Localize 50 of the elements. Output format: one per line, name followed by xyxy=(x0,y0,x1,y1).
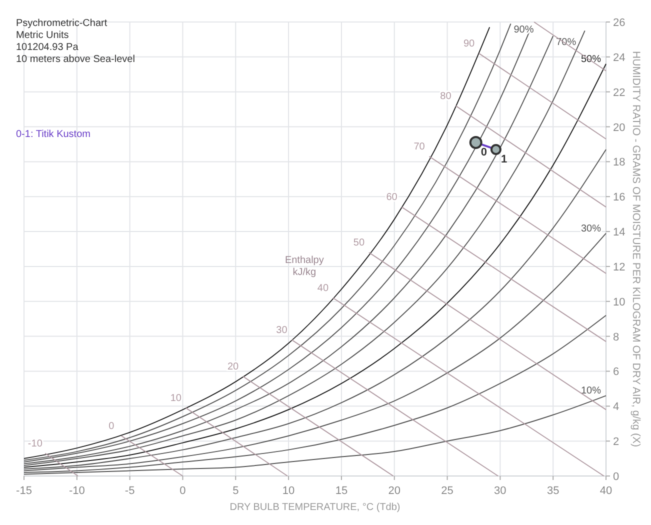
y-tick-label: 0 xyxy=(613,471,620,483)
series-label: 30 xyxy=(276,324,288,336)
x-tick-label: 40 xyxy=(600,485,612,497)
annotation: Psychrometric-Chart xyxy=(16,18,108,29)
annotation: Metric Units xyxy=(16,30,69,41)
series-label: 20 xyxy=(227,361,240,372)
series-label: 0 xyxy=(108,420,115,432)
x-tick-label: 0 xyxy=(180,485,186,497)
x-tick-label: 15 xyxy=(335,485,348,497)
x-tick-label: 30 xyxy=(494,485,506,497)
series-label: 50 xyxy=(353,237,365,248)
y-tick-label: 20 xyxy=(613,122,626,134)
series-label: -10 xyxy=(28,438,43,450)
y-tick-label: 24 xyxy=(613,52,626,64)
series-label: 30% xyxy=(580,223,602,234)
series-label: 10% xyxy=(580,386,602,397)
text: 0-1: Titik Kustom xyxy=(16,129,90,140)
annotation: 0 xyxy=(480,146,487,158)
x-tick-label: 25 xyxy=(441,485,454,497)
x-axis-title: DRY BULB TEMPERATURE, °C (Tdb) xyxy=(230,502,400,513)
x-tick-label: 20 xyxy=(388,485,400,497)
series-label: 50% xyxy=(580,54,602,65)
y-tick-label: 10 xyxy=(613,296,626,308)
y-tick-label: 4 xyxy=(613,401,620,414)
x-tick-label: -10 xyxy=(68,485,85,497)
y-tick-label: 18 xyxy=(613,156,626,169)
y-axis-title: HUMIDITY RATIO - GRAMS OF MOISTURE PER KILOGRAM OF DRY AIR, g/kg (X) xyxy=(630,51,642,447)
series-label: 70 xyxy=(414,141,426,152)
y-tick-label: 16 xyxy=(613,192,626,204)
y-tick-label: 26 xyxy=(613,17,626,29)
annotation: 101204.93 Pa xyxy=(16,42,79,53)
y-tick-label: 8 xyxy=(613,331,620,344)
series-label: 40 xyxy=(317,282,329,294)
annotation: 10 meters above Sea-level xyxy=(16,54,135,65)
series-label: 90 xyxy=(463,38,476,50)
x-tick-label: -5 xyxy=(124,485,135,497)
x-tick-label: 5 xyxy=(232,485,239,497)
y-tick-label: 22 xyxy=(613,86,626,99)
x-tick-label: -15 xyxy=(16,485,32,497)
series-label: 80 xyxy=(440,90,452,102)
y-tick-label: 14 xyxy=(613,226,626,239)
y-tick-label: 12 xyxy=(613,261,626,274)
y-tick-label: 2 xyxy=(613,436,620,448)
annotation: 1 xyxy=(500,153,508,166)
x-tick-label: 10 xyxy=(282,485,295,497)
series-label: 10 xyxy=(170,392,182,404)
y-tick-label: 6 xyxy=(613,366,620,378)
annotation: Enthalpy kJ/kg xyxy=(284,254,324,278)
series-label: 60 xyxy=(386,192,398,204)
x-tick-label: 35 xyxy=(546,485,560,497)
